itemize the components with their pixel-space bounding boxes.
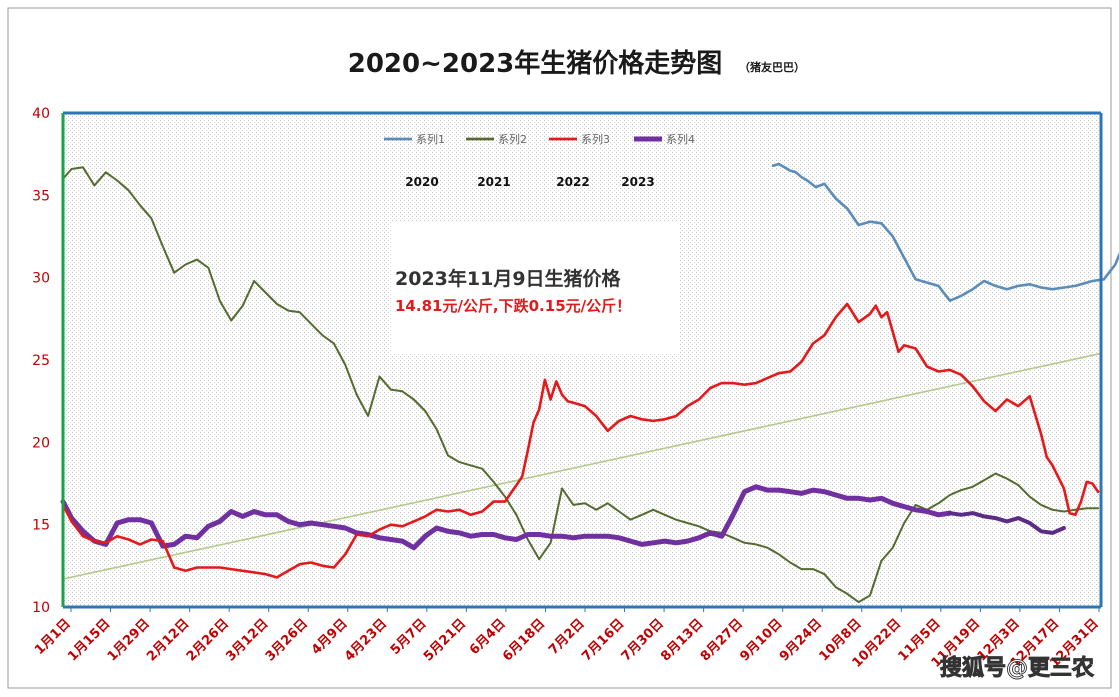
legend-label: 系列2 xyxy=(498,132,527,146)
y-tick-label: 30 xyxy=(32,271,50,287)
y-tick-label: 40 xyxy=(32,106,50,122)
y-tick-label: 25 xyxy=(32,353,50,369)
legend: 系列1 系列2 系列3 系列4 xyxy=(384,132,695,146)
annotation-detail: 14.81元/公斤,下跌0.15元/公斤！ xyxy=(395,297,631,315)
chart-title: 2020~2023年生猪价格走势图 xyxy=(348,48,723,79)
annotation-box xyxy=(391,222,679,354)
trend-line xyxy=(62,352,1102,580)
year-label: 2021 xyxy=(477,175,510,189)
series-1-line xyxy=(771,162,1119,303)
legend-label: 系列4 xyxy=(666,132,695,146)
series-4-line xyxy=(60,484,953,551)
annotation-heading: 2023年11月9日生猪价格 xyxy=(395,267,622,290)
y-tick-label: 10 xyxy=(32,600,50,616)
year-label: 2022 xyxy=(556,175,589,189)
year-labels: 2020 2021 2022 2023 xyxy=(405,175,654,189)
year-label: 2023 xyxy=(621,175,654,189)
y-tick-labels: 10 15 20 25 30 35 40 xyxy=(32,106,50,616)
y-tick-label: 15 xyxy=(32,518,50,534)
chart-title-note: （猪友巴巴） xyxy=(739,60,805,74)
series-4-tail-line xyxy=(947,511,1066,535)
y-tick-label: 20 xyxy=(32,435,50,451)
legend-label: 系列3 xyxy=(581,132,610,146)
legend-label: 系列1 xyxy=(416,132,445,146)
year-label: 2020 xyxy=(405,175,438,189)
watermark-text: 搜狐号@更三农 xyxy=(940,655,1094,681)
series-3-line xyxy=(61,302,1100,579)
series-layer xyxy=(60,162,1119,604)
y-tick-label: 35 xyxy=(32,188,50,204)
plot-area xyxy=(63,113,1101,607)
